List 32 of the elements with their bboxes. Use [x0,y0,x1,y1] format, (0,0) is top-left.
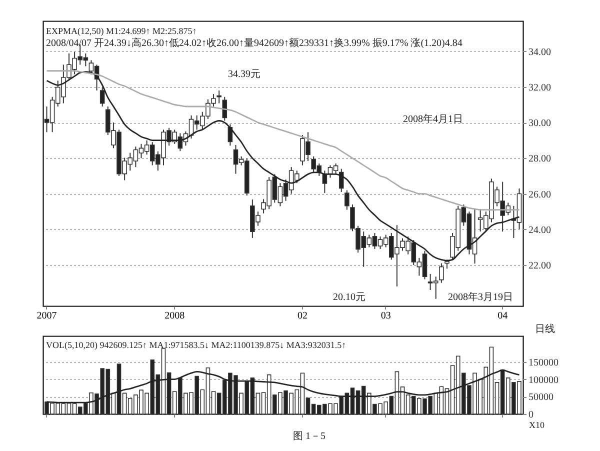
candlestick [216,90,222,104]
text: 日线 [535,323,555,335]
y-tick-label: 150000 [528,358,558,368]
y-tick-label: 32.00 [528,82,551,94]
y-tick-label: 24.00 [528,224,551,236]
candlestick [338,168,344,192]
caption: 图 1－5 [293,431,326,442]
y-tick-label: 30.00 [528,118,551,130]
y-tick-label: 0 [528,410,534,420]
candlestick [439,262,444,284]
x-tick-label: 2008 [164,310,185,322]
annotation: 2008/04/07 开24.39↓高26.30↑低24.02↑收26.00↑量942609↑额239331↑换3.99% 振9.17% 涨(1.20)4.84 [46,37,462,49]
candlestick [100,86,105,107]
y-tick-label: 100000 [528,374,558,386]
annotation: VOL(5,10,20) 942609.125↑ MA1:971583.5↓ MA2:1100139.875↓ MA3:932031.5↑ [46,340,346,350]
annotation: 20.10元 [333,292,366,303]
candlestick [222,96,228,122]
text: X10 [529,420,545,430]
x-tick-label: 2007 [36,310,57,322]
annotation: EXPMA(12,50) M1:24.699↑ M2:25.875↑ [46,26,197,36]
y-tick-label: 26.00 [528,189,551,200]
x-tick-label: 04 [498,310,508,322]
annotation: 34.39元 [228,69,260,80]
y-tick-label: 22.00 [528,260,551,272]
y-tick-label: 28.00 [528,154,551,165]
annotation: 2008年3月19日 [448,291,513,303]
y-tick-label: 34.00 [528,46,551,58]
x-tick-label: 02 [297,310,308,322]
annotation: 2008年4月1日 [403,113,463,125]
y-tick-label: 50000 [528,392,554,404]
x-tick-label: 03 [380,310,391,322]
candlestick [344,190,350,210]
